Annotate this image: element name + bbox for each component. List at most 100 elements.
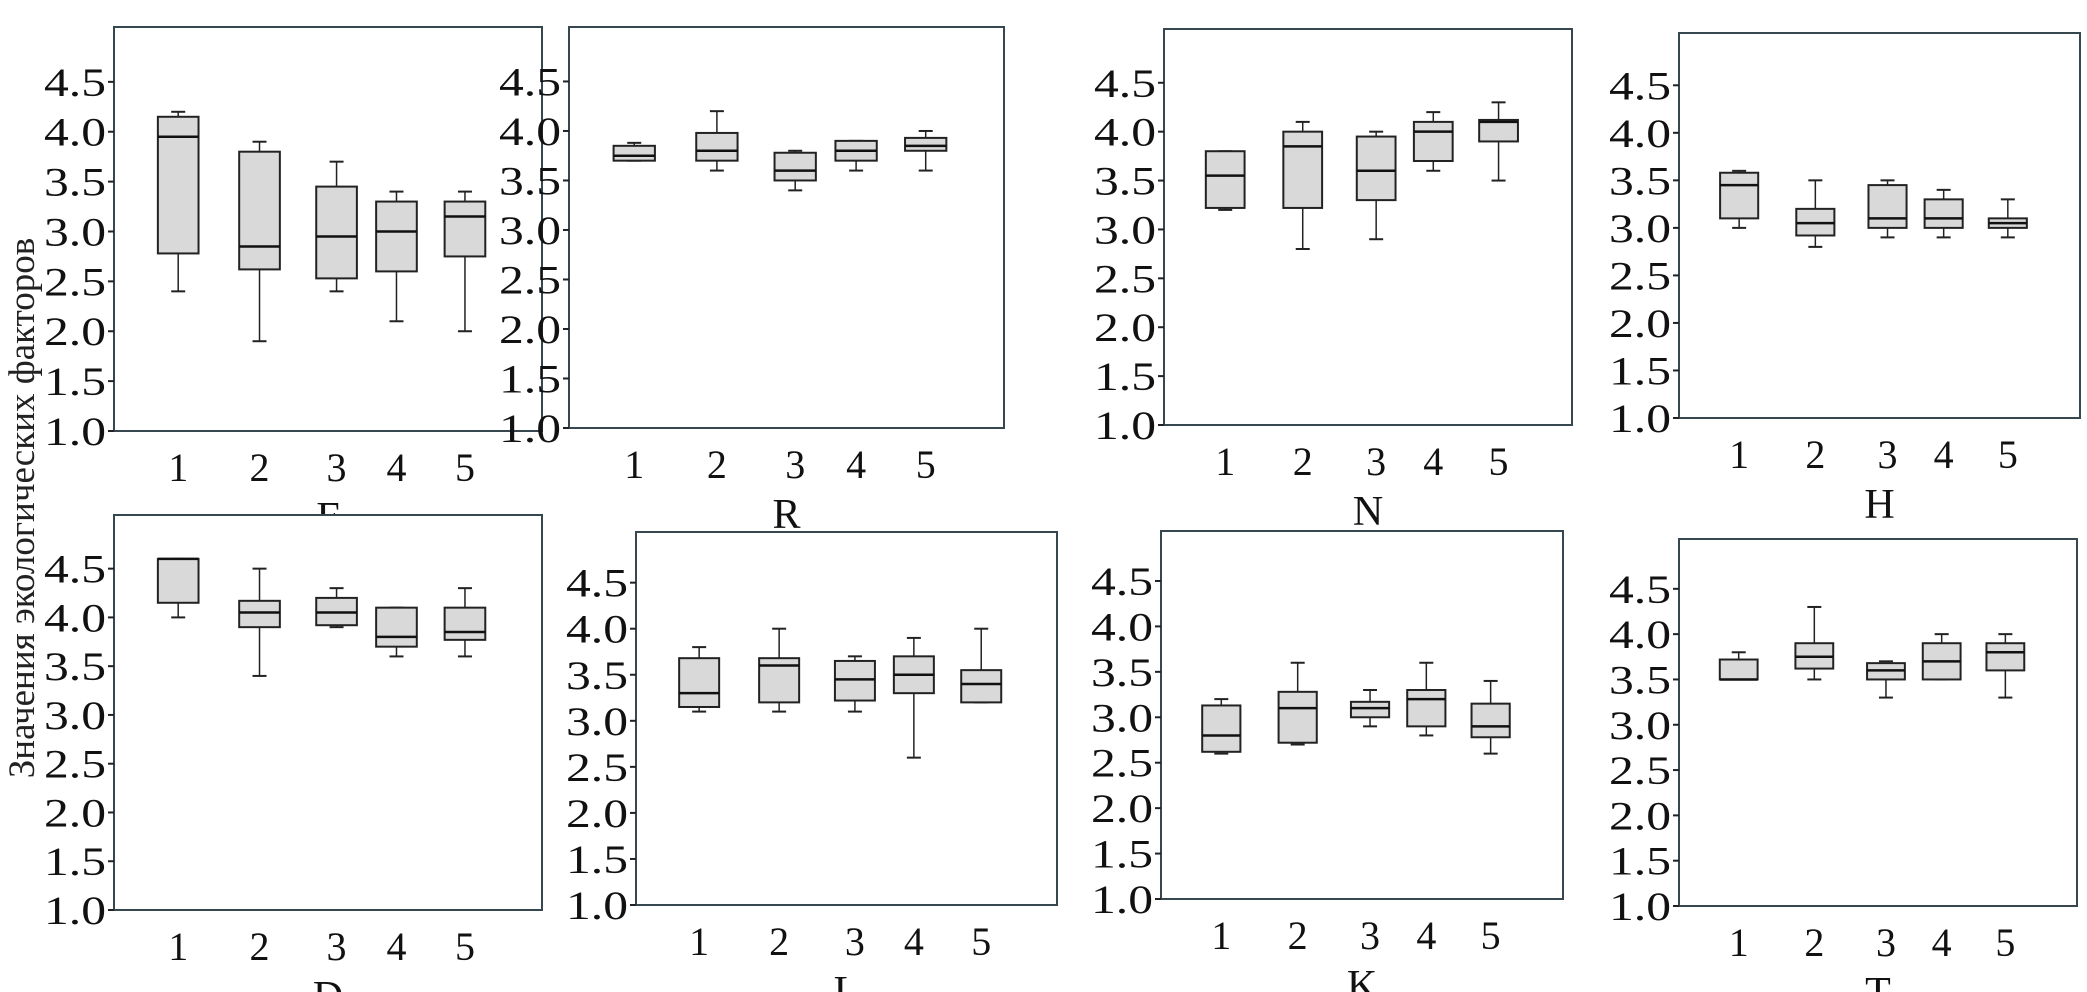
box-N-2	[1282, 120, 1324, 250]
panel-D: 1.01.52.02.53.03.54.04.5 1 2 34 5 D	[44, 514, 543, 992]
box-L-3	[833, 655, 876, 713]
y-tick-label: 4.0	[1091, 604, 1153, 649]
box-D-1	[156, 557, 200, 619]
box-L-5	[960, 627, 1003, 704]
box-iqr	[773, 151, 817, 182]
box-iqr	[1867, 184, 1908, 229]
box-N-5	[1478, 101, 1519, 182]
y-tick-label: 2.0	[566, 791, 628, 836]
y-tick-label: 4.5	[1091, 559, 1153, 604]
box-N-4	[1412, 111, 1454, 172]
x-tick-label: 2	[1804, 920, 1824, 965]
box-iqr	[443, 606, 487, 641]
panel-label: R	[772, 492, 800, 538]
y-tick-label: 4.0	[1609, 111, 1671, 156]
y-tick-label: 2.0	[1091, 786, 1153, 831]
box-iqr	[1277, 690, 1318, 744]
box-iqr	[695, 131, 739, 162]
y-tick-label: 2.5	[499, 257, 561, 302]
box-H-4	[1923, 188, 1964, 239]
y-tick-label: 1.0	[499, 406, 561, 451]
y-tick-label: 3.0	[1609, 206, 1671, 251]
box-iqr	[1718, 658, 1759, 681]
box-iqr	[1985, 642, 2026, 672]
y-tick-label: 1.0	[44, 409, 106, 454]
y-tick-label: 2.5	[566, 745, 628, 790]
x-tick-label: 4	[1934, 432, 1954, 477]
x-tick-label: 1	[689, 919, 709, 964]
x-tick-label: 2	[250, 924, 270, 969]
x-tick-label: 5	[1995, 920, 2015, 965]
box-iqr	[1349, 700, 1391, 719]
box-T-4	[1921, 633, 1962, 681]
y-tick-label: 1.5	[44, 359, 106, 404]
x-tick-label: 4	[846, 442, 866, 487]
box-T-5	[1985, 633, 2026, 699]
box-iqr	[1355, 135, 1397, 202]
y-tick-label: 2.5	[1091, 741, 1153, 786]
x-tick-label: 5	[971, 919, 991, 964]
panel-R: 1.0 1.52.0 2.53.0 3.54.0 4.5 1 2 3 4 5 R	[499, 26, 1005, 538]
y-tick-label: 3.5	[1609, 158, 1671, 203]
y-tick-label: 3.0	[1609, 703, 1671, 748]
box-L-2	[758, 627, 801, 713]
box-iqr	[1923, 198, 1964, 229]
box-iqr	[156, 557, 200, 604]
panel-label: D	[313, 974, 343, 992]
box-N-3	[1355, 130, 1397, 241]
y-tick-label: 3.0	[566, 699, 628, 744]
box-F-3	[315, 160, 358, 293]
box-R-2	[695, 110, 739, 172]
box-iqr	[960, 669, 1003, 704]
box-iqr	[375, 200, 418, 273]
box-D-5	[443, 587, 487, 658]
x-tick-label: 3	[1876, 920, 1896, 965]
y-tick-label: 1.5	[1609, 348, 1671, 393]
box-T-1	[1718, 651, 1759, 681]
panel-K: 1.01.52.02.53.03.54.04.5 1 2 3 4 5 K	[1091, 530, 1564, 992]
y-tick-label: 2.5	[1609, 748, 1671, 793]
box-K-4	[1406, 661, 1447, 737]
x-tick-label: 2	[250, 445, 270, 490]
y-tick-label: 2.5	[1609, 253, 1671, 298]
panel-frame	[635, 531, 1058, 906]
y-tick-label: 4.0	[44, 110, 106, 155]
box-F-5	[443, 190, 487, 333]
y-tick-label: 3.0	[1094, 207, 1156, 252]
y-tick-label: 4.5	[1609, 567, 1671, 612]
panel-label: N	[1353, 489, 1383, 535]
x-tick-label: 5	[455, 924, 475, 969]
y-tick-label: 1.5	[499, 356, 561, 401]
box-K-1	[1201, 698, 1242, 755]
box-iqr	[904, 136, 948, 152]
x-tick-label: 4	[904, 919, 924, 964]
y-tick-label: 1.5	[1609, 839, 1671, 884]
y-tick-label: 3.5	[499, 158, 561, 203]
y-tick-label: 4.5	[499, 59, 561, 104]
box-R-5	[904, 129, 948, 172]
x-tick-label: 1	[1729, 920, 1749, 965]
y-tick-label: 1.5	[1091, 832, 1153, 877]
box-F-1	[156, 110, 200, 293]
y-tick-label: 3.5	[1091, 650, 1153, 695]
x-tick-label: 3	[1878, 432, 1898, 477]
box-D-4	[375, 606, 418, 658]
x-tick-label: 4	[386, 445, 406, 490]
y-tick-label: 4.0	[1609, 612, 1671, 657]
x-tick-label: 4	[1416, 913, 1436, 958]
y-tick-label: 2.0	[1094, 305, 1156, 350]
y-tick-label: 2.0	[499, 307, 561, 352]
y-tick-label: 3.5	[566, 653, 628, 698]
y-tick-label: 4.5	[1094, 61, 1156, 106]
x-tick-label: 1	[1729, 432, 1749, 477]
x-tick-label: 5	[455, 445, 475, 490]
y-tick-label: 1.0	[1094, 403, 1156, 448]
y-tick-label: 3.0	[44, 209, 106, 254]
x-tick-label: 4	[1932, 920, 1952, 965]
x-tick-label: 1	[624, 442, 644, 487]
box-iqr	[156, 115, 200, 255]
box-iqr	[833, 659, 876, 702]
x-tick-label: 3	[785, 442, 805, 487]
y-tick-label: 3.5	[44, 644, 106, 689]
